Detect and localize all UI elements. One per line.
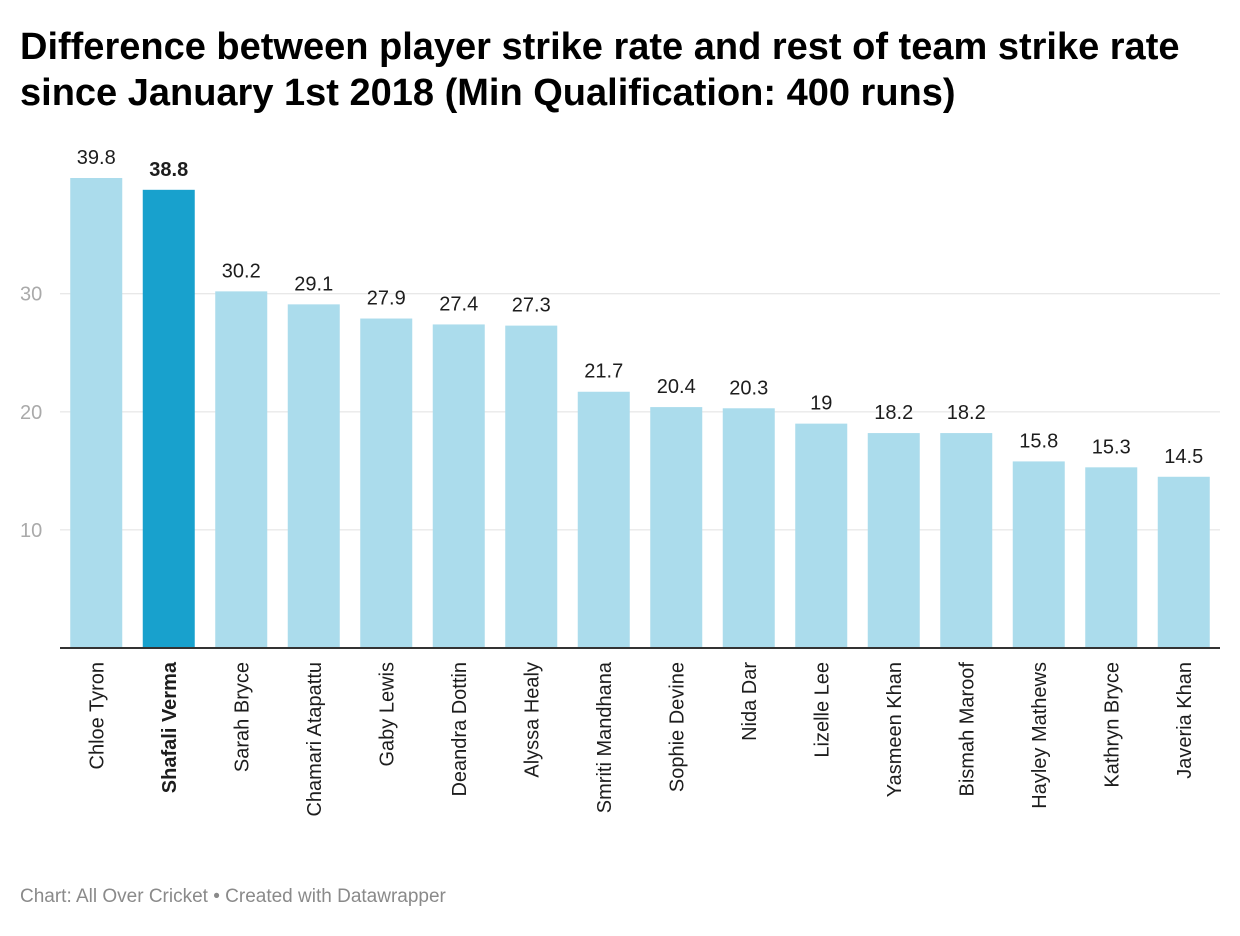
bar [1012, 461, 1065, 648]
y-tick-label: 20 [20, 402, 42, 424]
category-label: Javeria Khan [1174, 662, 1196, 779]
bar-value-label: 15.8 [1019, 430, 1058, 452]
bar [215, 291, 268, 648]
category-label: Alyssa Healy [521, 662, 543, 778]
bar [360, 318, 413, 648]
source-credit: Chart: All Over Cricket [20, 886, 208, 907]
bar-value-label: 30.2 [222, 260, 261, 282]
bar [1157, 476, 1210, 648]
category-label: Nida Dar [739, 662, 761, 741]
bar-value-label: 39.8 [77, 147, 116, 169]
bar [722, 408, 775, 648]
bar-value-label: 20.3 [729, 377, 768, 399]
category-label: Sophie Devine [666, 662, 688, 792]
category-label: Chloe Tyron [86, 662, 108, 769]
category-label: Deandra Dottin [449, 662, 471, 797]
bar [287, 304, 340, 648]
bar-chart: 10 20 30 39.8 Chloe Tyron 38.8 Shafali Verma 30… [20, 147, 1220, 817]
bar [650, 407, 703, 648]
category-label: Kathryn Bryce [1101, 662, 1123, 788]
bar-value-label: 21.7 [584, 361, 623, 383]
chart-footer: Chart: All Over Cricket • Created with D… [20, 886, 446, 908]
category-label: Sarah Bryce [231, 662, 253, 772]
bar [142, 189, 195, 648]
footer-separator: • [207, 886, 226, 907]
bar-value-label: 18.2 [874, 402, 913, 424]
bar [70, 178, 123, 648]
bar-value-label: 29.1 [294, 273, 333, 295]
bar [867, 433, 920, 648]
bar-value-label: 27.9 [367, 288, 406, 310]
bar [505, 325, 558, 648]
bar [795, 423, 848, 648]
category-label: Bismah Maroof [956, 662, 978, 797]
category-label: Hayley Mathews [1029, 662, 1051, 809]
category-label: Smriti Mandhana [594, 661, 616, 813]
bar-value-label: 27.4 [439, 293, 478, 315]
datawrapper-credit: Created with Datawrapper [225, 886, 446, 907]
bar-value-label: 27.3 [512, 295, 551, 317]
bar-value-label: 15.3 [1092, 436, 1131, 458]
category-label: Gaby Lewis [376, 662, 398, 767]
bar [577, 391, 630, 648]
bar-value-label: 38.8 [149, 159, 188, 181]
bar [1085, 467, 1138, 648]
category-label: Shafali Verma [159, 661, 181, 793]
category-label: Chamari Atapattu [304, 662, 326, 817]
chart-title: Difference between player strike rate an… [20, 26, 1180, 114]
bar-value-label: 14.5 [1164, 446, 1203, 468]
bar-value-label: 19 [810, 393, 832, 415]
bar-value-label: 18.2 [947, 402, 986, 424]
bar-value-label: 20.4 [657, 376, 696, 398]
y-tick-label: 10 [20, 520, 42, 542]
bar [940, 433, 993, 648]
category-label: Yasmeen Khan [884, 662, 906, 797]
y-tick-label: 30 [20, 284, 42, 306]
bar [432, 324, 485, 648]
category-label: Lizelle Lee [811, 662, 833, 758]
